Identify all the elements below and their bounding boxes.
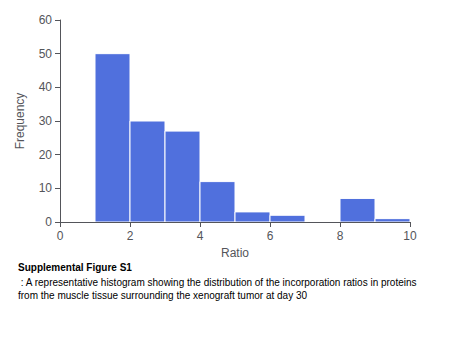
svg-text:60: 60 xyxy=(39,13,53,27)
svg-text:from the muscle tissue surroun: from the muscle tissue surrounding the x… xyxy=(18,290,307,301)
svg-text:0: 0 xyxy=(57,229,64,243)
svg-text:30: 30 xyxy=(39,114,53,128)
svg-text:8: 8 xyxy=(337,229,344,243)
svg-text:Ratio: Ratio xyxy=(221,246,249,260)
svg-text:0: 0 xyxy=(45,215,52,229)
svg-text:6: 6 xyxy=(267,229,274,243)
svg-text:10: 10 xyxy=(39,181,53,195)
svg-text:2: 2 xyxy=(127,229,134,243)
svg-text:40: 40 xyxy=(39,80,53,94)
svg-text:4: 4 xyxy=(197,229,204,243)
svg-text:Supplemental Figure S1: Supplemental Figure S1 xyxy=(18,262,132,273)
svg-text:50: 50 xyxy=(39,47,53,61)
svg-text:: A representative histogram s: : A representative histogram showing the… xyxy=(18,277,419,288)
svg-text:20: 20 xyxy=(39,148,53,162)
svg-text:Frequency: Frequency xyxy=(13,93,27,150)
svg-text:10: 10 xyxy=(403,229,417,243)
